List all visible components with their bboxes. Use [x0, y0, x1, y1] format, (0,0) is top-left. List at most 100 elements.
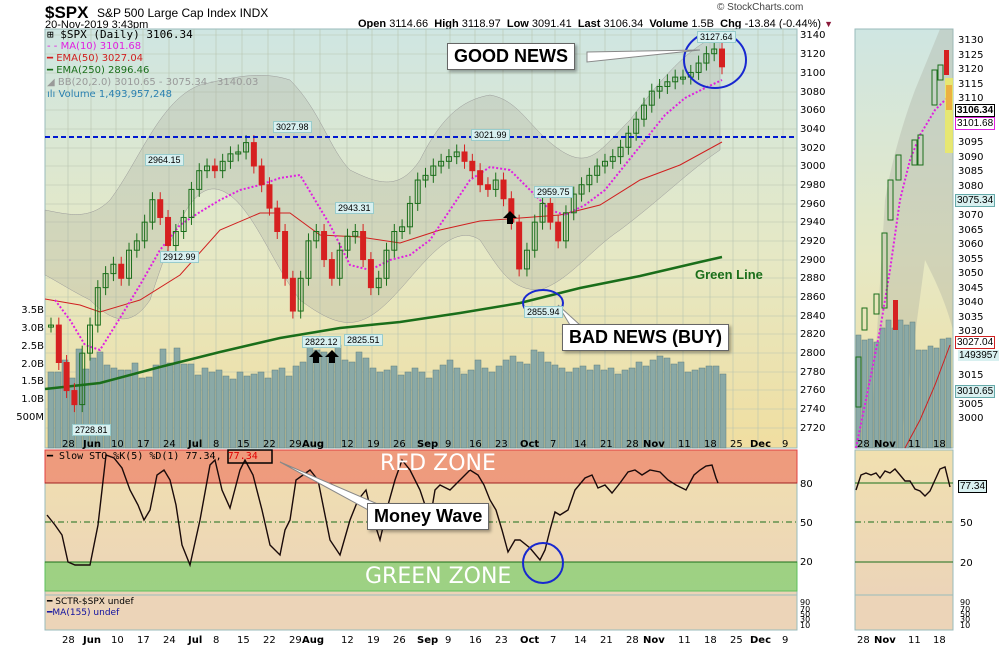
- svg-text:Jul: Jul: [187, 439, 202, 450]
- svg-text:7: 7: [550, 439, 556, 450]
- svg-text:24: 24: [163, 635, 176, 646]
- svg-text:2940: 2940: [800, 217, 825, 228]
- svg-text:2780: 2780: [800, 367, 825, 378]
- sto-y-axis: 80 50 20: [800, 479, 813, 568]
- legend-price: ⊞ $SPX (Daily) 3106.34: [47, 28, 193, 41]
- svg-text:3040: 3040: [800, 124, 825, 135]
- sctr-panel: [44, 594, 798, 631]
- legend-ma10-text: MA(10) 3101.68: [60, 41, 142, 52]
- svg-text:Dec: Dec: [750, 439, 771, 450]
- svg-text:9: 9: [782, 635, 788, 646]
- sctr-legend-line: ━ SCTR-$SPX undef: [47, 597, 134, 607]
- svg-text:28: 28: [62, 439, 75, 450]
- svg-text:18: 18: [933, 439, 946, 450]
- svg-text:14: 14: [574, 439, 587, 450]
- svg-text:50: 50: [960, 610, 970, 619]
- svg-text:3080: 3080: [958, 181, 983, 192]
- svg-text:90: 90: [800, 598, 810, 607]
- svg-text:Oct: Oct: [520, 439, 539, 450]
- svg-text:10: 10: [800, 621, 810, 630]
- svg-text:Jun: Jun: [82, 635, 101, 646]
- legend-ema250: ━ EMA(250) 2896.46: [47, 65, 150, 76]
- svg-text:3040: 3040: [958, 297, 983, 308]
- side-ma10-tag: 3101.68: [955, 117, 996, 130]
- index-name: S&P 500 Large Cap Index INDX: [97, 6, 268, 20]
- legend-ema250-text: EMA(250) 2896.46: [56, 65, 150, 76]
- svg-text:8: 8: [213, 439, 219, 450]
- svg-text:90: 90: [960, 598, 970, 607]
- sto-legend: ━ Slow STO %K(5) %D(1) 77.34, 77.34: [47, 451, 258, 462]
- price-candles: [48, 41, 725, 413]
- svg-text:Oct: Oct: [520, 635, 539, 646]
- svg-text:14: 14: [574, 635, 587, 646]
- price-tag: 2959.75: [534, 186, 573, 198]
- svg-text:3060: 3060: [800, 105, 825, 116]
- good-news-callout: GOOD NEWS: [447, 43, 576, 70]
- svg-text:3030: 3030: [958, 326, 983, 337]
- svg-text:11: 11: [908, 439, 921, 450]
- side-last-tag: 3106.34: [955, 104, 996, 117]
- price-tag: 3027.98: [273, 121, 312, 133]
- svg-text:22: 22: [263, 439, 276, 450]
- svg-text:2740: 2740: [800, 404, 825, 415]
- svg-text:28: 28: [857, 635, 870, 646]
- svg-text:16: 16: [469, 635, 482, 646]
- svg-text:21: 21: [600, 439, 613, 450]
- svg-text:2.5B: 2.5B: [21, 341, 44, 352]
- side-ema50-tag: 3027.04: [955, 336, 996, 349]
- svg-text:3120: 3120: [800, 49, 825, 60]
- svg-text:11: 11: [908, 635, 921, 646]
- symbol: $SPX: [45, 3, 89, 22]
- ma155-text: MA(155) undef: [52, 608, 120, 618]
- legend-bb: ◢ BB(20,2.0) 3010.65 - 3075.34 - 3140.03: [47, 77, 259, 88]
- svg-text:10: 10: [960, 621, 970, 630]
- svg-text:3015: 3015: [958, 370, 983, 381]
- svg-text:Aug: Aug: [302, 439, 324, 450]
- svg-text:3045: 3045: [958, 283, 983, 294]
- price-tag: 3021.99: [471, 129, 510, 141]
- svg-text:9: 9: [445, 439, 451, 450]
- open-label: Open: [358, 18, 387, 30]
- svg-text:3065: 3065: [958, 225, 983, 236]
- svg-text:Jul: Jul: [187, 635, 202, 646]
- low-value: 3091.41: [531, 18, 572, 30]
- svg-text:12: 12: [341, 439, 354, 450]
- high-label: High: [434, 18, 459, 30]
- copyright: © StockCharts.com: [717, 2, 804, 13]
- side-volume-tag: 1493957: [958, 350, 999, 361]
- down-arrow-icon: ▼: [824, 19, 834, 29]
- svg-text:26: 26: [393, 439, 406, 450]
- svg-text:50: 50: [800, 610, 810, 619]
- svg-text:Nov: Nov: [643, 635, 665, 646]
- sto-buy-circle: [522, 542, 564, 584]
- legend-ema50: ━ EMA(50) 3027.04: [47, 53, 144, 64]
- svg-text:18: 18: [704, 439, 717, 450]
- svg-text:Aug: Aug: [302, 635, 324, 646]
- svg-text:Nov: Nov: [643, 439, 665, 450]
- side-sto-tag: 77.34: [958, 480, 988, 493]
- ma155-legend-line: ━MA(155) undef: [47, 608, 120, 618]
- svg-text:3000: 3000: [800, 161, 825, 172]
- legend-ma10: - - MA(10) 3101.68: [47, 41, 142, 52]
- x-axis-bottom: 28 Jun 10 17 24 Jul 8 15 22 29 Aug 12 19 26 Sep 9 16 23 Oc…: [62, 635, 788, 646]
- svg-text:Jun: Jun: [82, 439, 101, 450]
- svg-text:2820: 2820: [800, 329, 825, 340]
- svg-text:70: 70: [960, 605, 970, 614]
- price-tag: 3127.64: [697, 31, 736, 43]
- svg-text:70: 70: [800, 605, 810, 614]
- svg-text:29: 29: [289, 635, 302, 646]
- svg-text:2920: 2920: [800, 236, 825, 247]
- svg-text:21: 21: [600, 635, 613, 646]
- last-label: Last: [577, 18, 601, 30]
- svg-text:3020: 3020: [800, 143, 825, 154]
- svg-text:3070: 3070: [958, 210, 983, 221]
- open-value: 3114.66: [389, 18, 429, 30]
- svg-text:18: 18: [704, 635, 717, 646]
- svg-text:23: 23: [495, 439, 508, 450]
- svg-text:2980: 2980: [800, 180, 825, 191]
- green-zone: [44, 561, 798, 592]
- svg-text:Dec: Dec: [750, 635, 771, 646]
- price-tag: 2728.81: [72, 424, 111, 436]
